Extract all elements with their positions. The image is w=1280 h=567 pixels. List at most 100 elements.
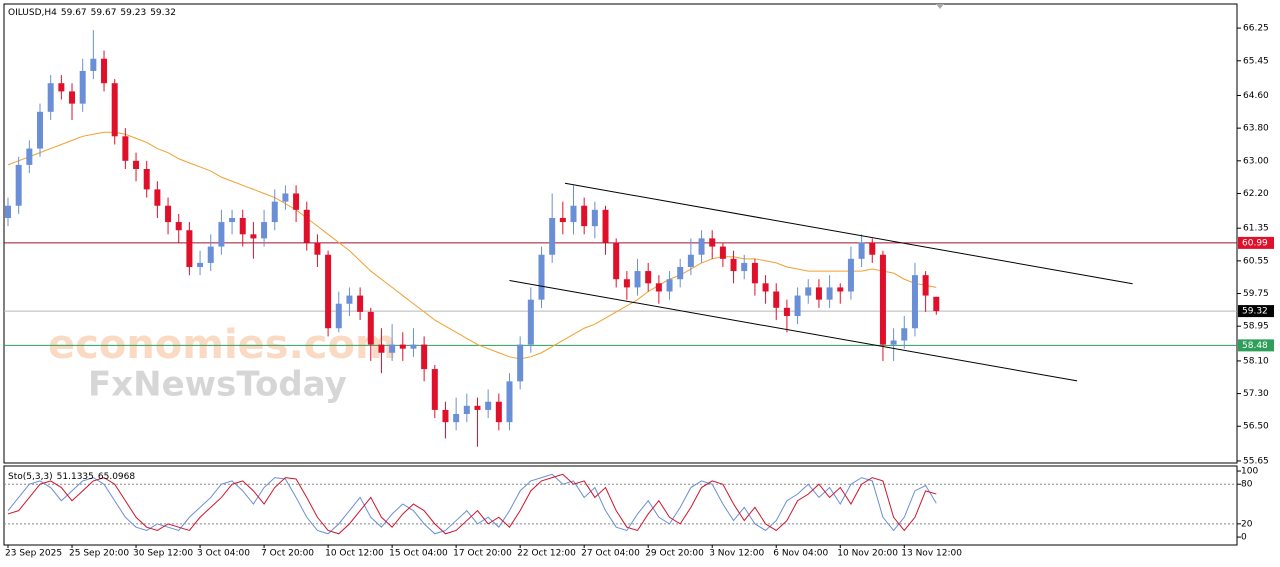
x-tick-label: 25 Sep 20:00 xyxy=(69,549,129,559)
price-label: 60.99 xyxy=(1242,238,1268,248)
y-tick-label: 61.35 xyxy=(1243,224,1269,234)
candle-body xyxy=(207,246,214,263)
candle-body xyxy=(261,222,268,239)
candle-body xyxy=(175,222,182,231)
stochastic-line xyxy=(7,473,937,535)
x-tick-label: 30 Sep 12:00 xyxy=(133,549,193,559)
x-tick-label: 10 Nov 20:00 xyxy=(837,549,898,559)
y-tick-label: 66.25 xyxy=(1243,24,1269,34)
header-value: 65.0968 xyxy=(98,472,135,482)
candle-body xyxy=(506,381,513,423)
candle-body xyxy=(847,258,854,292)
candle-body xyxy=(815,287,822,300)
main-frame xyxy=(3,3,1238,464)
candle-body xyxy=(5,205,11,218)
candle-body xyxy=(709,238,716,247)
candle-body xyxy=(293,193,300,210)
candle-body xyxy=(570,205,577,223)
y-tick-label: 55.65 xyxy=(1243,456,1269,466)
header-value: OILUSD,H4 xyxy=(8,8,57,18)
header-value: 51.1335 xyxy=(57,472,94,482)
price-label: 59.32 xyxy=(1242,307,1268,317)
stochastic-line xyxy=(7,473,937,535)
candle-body xyxy=(559,217,566,223)
candle-body xyxy=(730,258,737,272)
watermark: FxNewsToday xyxy=(88,365,347,405)
moving-average xyxy=(7,131,937,360)
candle-body xyxy=(751,262,758,284)
candle-body xyxy=(15,164,22,206)
candle-body xyxy=(133,160,140,169)
candle-body xyxy=(79,70,86,104)
candle-body xyxy=(239,217,246,235)
candle-body xyxy=(527,299,534,345)
y-tick-label: 100 xyxy=(1241,467,1258,477)
candle-body xyxy=(933,296,940,312)
trend-line xyxy=(509,279,1078,382)
x-tick-label: 3 Nov 12:00 xyxy=(709,549,764,559)
candle-body xyxy=(837,287,844,292)
y-tick-label: 60.55 xyxy=(1243,256,1269,266)
y-tick-label: 20 xyxy=(1241,519,1253,529)
shift-marker xyxy=(936,4,944,9)
candle-body xyxy=(186,230,193,267)
indicator-title: Sto(5,3,3) 51.1335 65.0968 xyxy=(8,472,135,482)
header-value: 59.67 xyxy=(61,8,87,18)
sub-frame xyxy=(3,465,1238,546)
candle-body xyxy=(869,242,876,255)
price-label-box xyxy=(1238,305,1274,318)
candle-body xyxy=(911,275,918,329)
candle-body xyxy=(325,254,332,329)
candle-body xyxy=(399,344,406,349)
candle-body xyxy=(549,217,556,255)
header-value: 59.67 xyxy=(91,8,117,18)
candle-body xyxy=(69,91,76,104)
candle-body xyxy=(463,405,470,414)
candle-body xyxy=(762,283,769,292)
x-tick-label: 29 Oct 20:00 xyxy=(645,549,704,559)
price-label-box xyxy=(1238,236,1274,249)
candle-body xyxy=(698,238,705,255)
candle-body xyxy=(58,83,65,92)
x-tick-label: 15 Oct 04:00 xyxy=(389,549,448,559)
candle-body xyxy=(687,254,694,267)
candle-body xyxy=(538,254,545,300)
candle-body xyxy=(858,242,865,259)
candle-body xyxy=(783,307,790,316)
y-tick-label: 62.20 xyxy=(1243,189,1269,199)
candle-body xyxy=(623,279,630,288)
price-label: 58.48 xyxy=(1242,341,1268,351)
candle-body xyxy=(250,234,257,239)
candle-body xyxy=(741,262,748,272)
candle-body xyxy=(357,295,364,312)
candle-body xyxy=(634,271,641,288)
candle-body xyxy=(901,328,908,341)
candle-body xyxy=(442,409,449,423)
candle-body xyxy=(581,205,588,227)
y-tick-label: 64.60 xyxy=(1243,91,1269,101)
candle-body xyxy=(282,193,289,202)
x-tick-label: 13 Nov 12:00 xyxy=(901,549,962,559)
candle-body xyxy=(922,275,929,296)
header-value: 59.23 xyxy=(120,8,146,18)
y-tick-label: 0 xyxy=(1241,533,1247,543)
x-tick-label: 17 Oct 20:00 xyxy=(453,549,512,559)
candle-body xyxy=(165,205,172,223)
candle-body xyxy=(378,344,385,353)
x-tick-label: 3 Oct 04:00 xyxy=(197,549,250,559)
candle-body xyxy=(197,262,204,267)
y-tick-label: 56.50 xyxy=(1243,422,1269,432)
candle-body xyxy=(47,83,54,112)
candle-body xyxy=(111,83,118,137)
candle-body xyxy=(666,279,673,292)
price-label-box xyxy=(1238,339,1274,352)
y-tick-label: 63.80 xyxy=(1243,124,1269,134)
candle-body xyxy=(143,168,150,190)
x-tick-label: 7 Oct 20:00 xyxy=(261,549,314,559)
candle-body xyxy=(495,401,502,423)
candle-body xyxy=(26,148,33,165)
candle-body xyxy=(101,58,108,84)
candle-body xyxy=(122,136,129,161)
